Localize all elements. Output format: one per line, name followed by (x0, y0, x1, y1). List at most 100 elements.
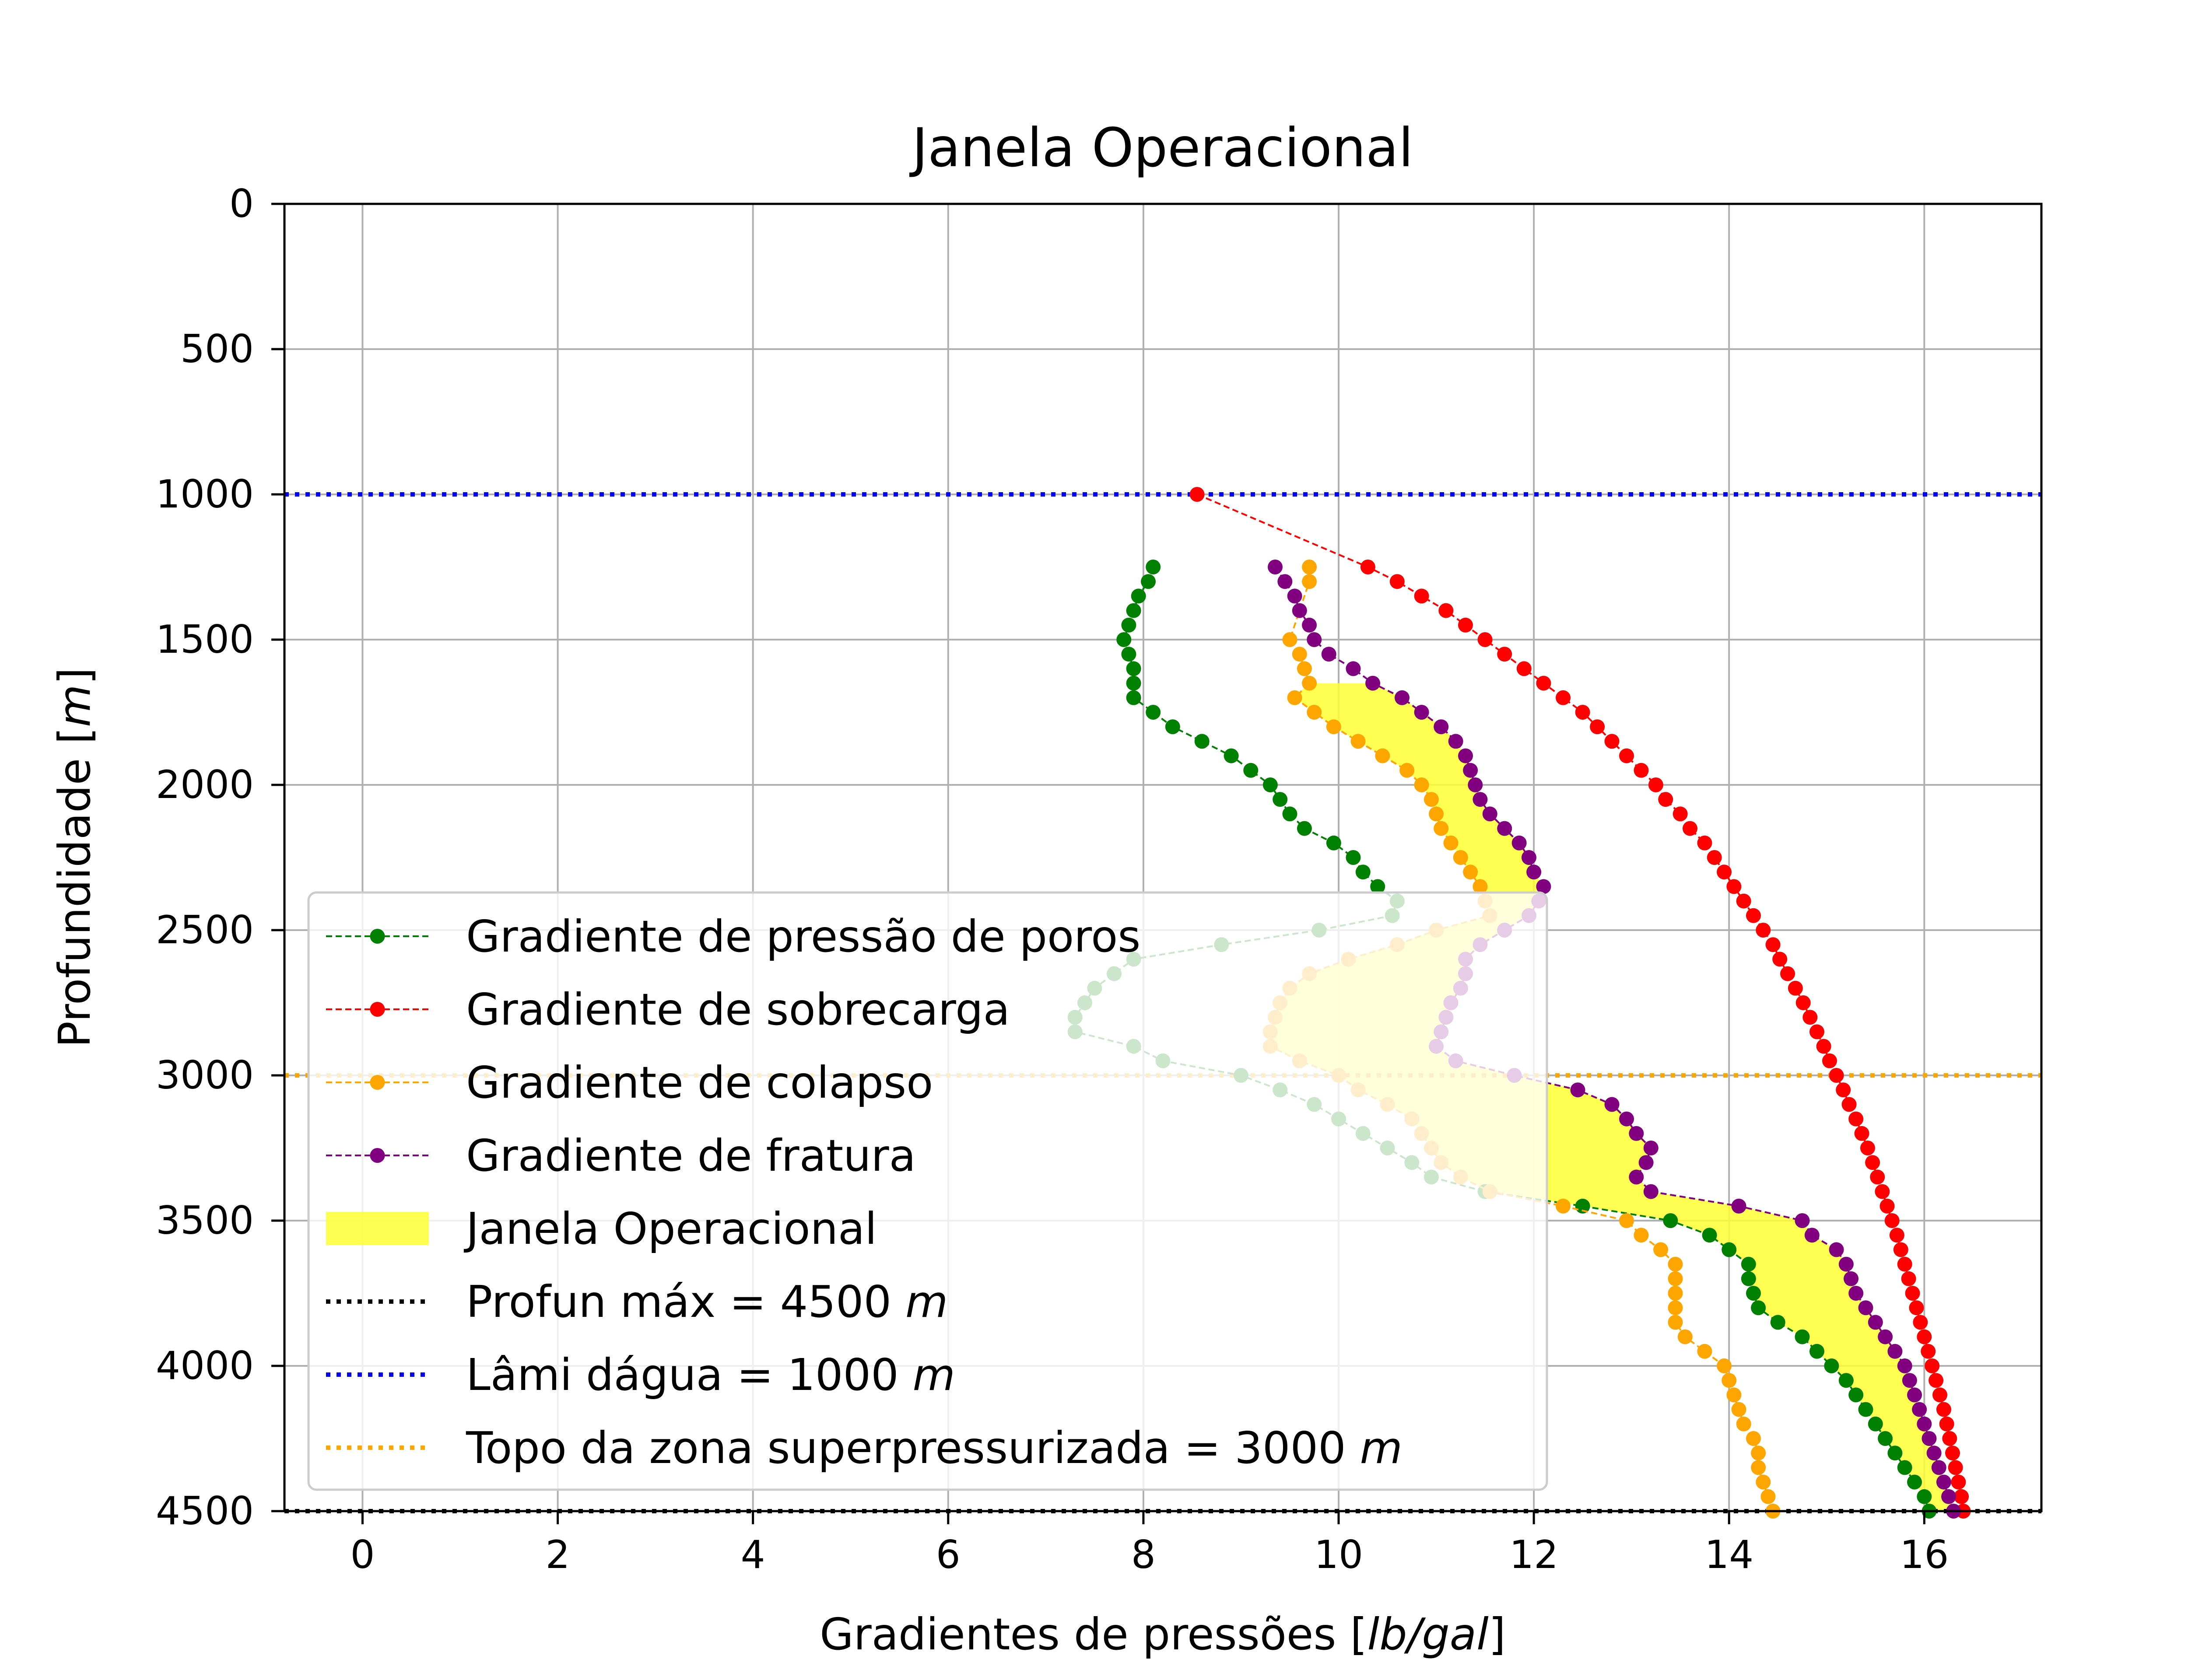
data-point (1760, 1489, 1776, 1504)
data-point (1795, 1329, 1810, 1344)
plot-frame (283, 203, 2043, 1512)
data-point (1468, 777, 1483, 792)
data-point (1399, 763, 1415, 778)
data-point (1458, 748, 1473, 763)
data-point (1673, 806, 1688, 822)
data-point (1648, 777, 1663, 792)
data-point (1141, 574, 1156, 589)
data-point (1302, 574, 1317, 589)
data-point (1668, 1256, 1683, 1272)
data-point (1931, 1460, 1946, 1475)
y-tick-label: 1500 (156, 617, 254, 662)
legend-label: Gradiente de pressão de poros (466, 911, 1140, 962)
data-point (1941, 1489, 1957, 1504)
data-point (1746, 1286, 1761, 1301)
data-point (1282, 806, 1297, 822)
y-tick-label: 500 (180, 326, 254, 371)
legend-swatch (326, 1212, 429, 1245)
data-point (1458, 617, 1473, 633)
data-point (1346, 850, 1361, 865)
data-point (1765, 937, 1781, 952)
legend-label: Topo da zona superpressurizada = 3000 m (466, 1422, 1403, 1474)
data-point (1878, 1329, 1893, 1344)
x-tick-label: 8 (1131, 1532, 1156, 1577)
data-point (1897, 1358, 1912, 1373)
data-point (1726, 879, 1742, 894)
data-point (1893, 1242, 1908, 1257)
data-point (1146, 705, 1161, 720)
y-axis-label: Profundidade [m] (49, 668, 100, 1048)
data-point (1556, 1198, 1571, 1214)
data-point (1780, 966, 1795, 981)
data-point (1282, 632, 1297, 647)
data-point (1717, 864, 1732, 880)
data-point (1116, 632, 1132, 647)
x-tick-label: 14 (1704, 1532, 1753, 1577)
data-point (1326, 835, 1341, 850)
data-point (1707, 850, 1722, 865)
data-point (1477, 632, 1493, 647)
data-point (1939, 1416, 1954, 1432)
data-point (1921, 1344, 1936, 1359)
data-point (1482, 806, 1497, 822)
x-tick-label: 2 (546, 1532, 570, 1577)
data-point (1746, 1431, 1761, 1446)
data-point (1277, 574, 1293, 589)
data-point (1497, 821, 1512, 836)
data-point (1697, 835, 1712, 850)
data-point (1575, 705, 1590, 720)
data-point (1590, 719, 1605, 735)
data-point (1668, 1286, 1683, 1301)
legend-label: Gradiente de sobrecarga (466, 984, 1010, 1035)
y-tick-label: 1000 (156, 472, 254, 517)
data-point (1731, 1198, 1746, 1214)
data-point (1948, 1460, 1963, 1475)
data-point (1126, 690, 1141, 705)
data-point (1879, 1198, 1895, 1214)
data-point (1905, 1286, 1920, 1301)
legend-box (307, 891, 1548, 1491)
data-point (1619, 1213, 1634, 1228)
data-point (1788, 980, 1803, 996)
data-point (1884, 1213, 1900, 1228)
data-point (1741, 1256, 1756, 1272)
data-point (1126, 603, 1141, 618)
data-point (1942, 1431, 1957, 1446)
data-point (1829, 1068, 1844, 1083)
data-point (1932, 1387, 1948, 1403)
data-point (1848, 1387, 1864, 1403)
legend-label: Lâmi dágua = 1000 m (466, 1349, 955, 1400)
data-point (1848, 1111, 1864, 1127)
data-point (1772, 952, 1788, 967)
data-point (1887, 1446, 1903, 1461)
data-point (1287, 690, 1302, 705)
data-point (1307, 632, 1322, 647)
data-point (1951, 1474, 1966, 1490)
data-point (1875, 1184, 1890, 1199)
y-tick-label: 2500 (156, 907, 254, 952)
data-point (1663, 1213, 1678, 1228)
data-point (1917, 1329, 1932, 1344)
x-tick-label: 6 (936, 1532, 961, 1577)
data-point (1854, 1126, 1869, 1141)
data-point (1297, 821, 1312, 836)
data-point (1878, 1431, 1893, 1446)
legend-marker (370, 929, 385, 944)
data-point (1307, 705, 1322, 720)
data-point (1575, 1198, 1590, 1214)
x-tick-label: 12 (1509, 1532, 1558, 1577)
data-point (1302, 560, 1317, 574)
data-point (1629, 1169, 1644, 1185)
data-point (1936, 1474, 1951, 1490)
data-point (1697, 1344, 1712, 1359)
data-point (1809, 1024, 1824, 1040)
x-tick-label: 4 (741, 1532, 765, 1577)
data-point (1434, 719, 1449, 735)
data-point (1901, 1271, 1916, 1286)
data-point (1917, 1489, 1932, 1504)
data-point (1887, 1344, 1903, 1359)
data-point (1897, 1256, 1912, 1272)
legend-label: Gradiente de colapso (466, 1057, 933, 1108)
data-point (1292, 647, 1307, 662)
legend-marker (370, 1002, 385, 1017)
